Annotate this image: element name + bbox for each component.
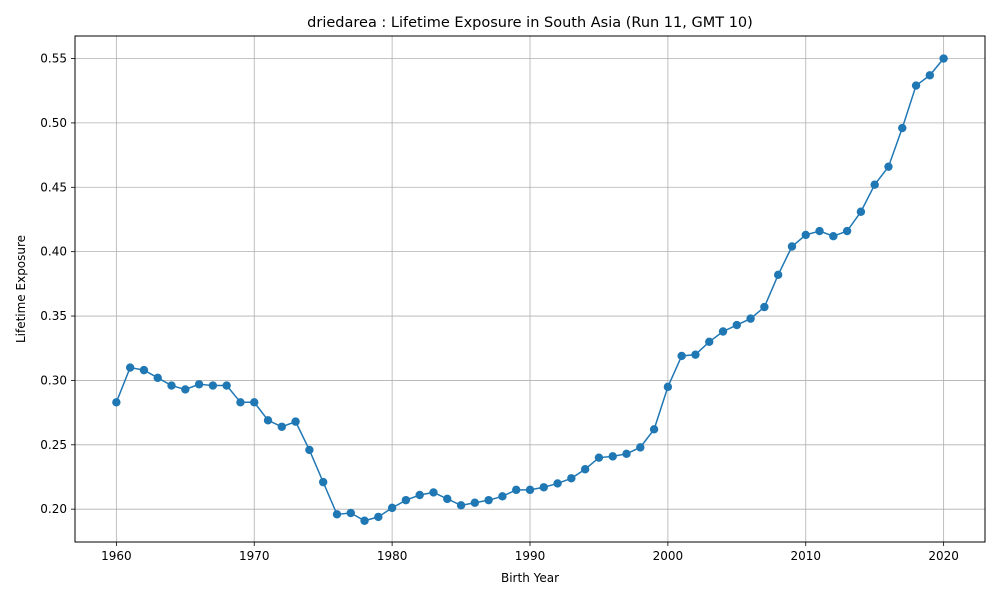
- data-point: [815, 226, 824, 236]
- x-tick-label: 2000: [653, 549, 684, 563]
- data-point: [539, 483, 548, 492]
- data-point: [732, 320, 742, 330]
- data-point: [263, 416, 273, 425]
- data-point: [939, 54, 948, 63]
- data-point: [622, 449, 631, 459]
- data-point: [167, 381, 176, 390]
- data-point: [181, 385, 190, 394]
- data-point: [677, 351, 686, 361]
- data-point: [856, 207, 866, 216]
- data-point: [318, 477, 328, 487]
- x-axis-ticks: 1960 1970 1980 1990 2000 2010 2020: [101, 542, 959, 563]
- data-point: [250, 398, 259, 407]
- data-point: [801, 230, 810, 240]
- data-point: [194, 380, 204, 389]
- data-point: [429, 488, 438, 497]
- data-point: [898, 123, 907, 133]
- data-point: [139, 365, 149, 375]
- data-point: [484, 495, 493, 505]
- data-point: [415, 490, 424, 500]
- data-point: [842, 226, 852, 236]
- data-point: [360, 516, 369, 525]
- data-point: [663, 382, 673, 392]
- x-tick-label: 1970: [239, 549, 270, 563]
- data-point: [884, 162, 893, 171]
- y-tick-label: 0.40: [40, 245, 67, 259]
- data-point: [608, 452, 617, 461]
- series: [112, 54, 948, 525]
- x-tick-label: 1980: [377, 549, 408, 563]
- data-point: [718, 327, 728, 336]
- data-point: [374, 512, 383, 522]
- data-point: [305, 445, 314, 455]
- grid: [75, 36, 985, 542]
- data-point: [925, 71, 935, 80]
- y-tick-label: 0.20: [40, 502, 67, 516]
- data-point: [291, 417, 300, 426]
- y-tick-label: 0.50: [40, 116, 67, 130]
- data-point: [512, 485, 521, 495]
- y-axis-label: Lifetime Exposure: [14, 235, 28, 343]
- x-axis-label: Birth Year: [501, 571, 559, 585]
- data-point: [443, 494, 452, 504]
- data-point: [498, 492, 507, 501]
- data-point: [222, 381, 231, 390]
- data-point: [829, 232, 838, 241]
- data-point: [401, 495, 411, 505]
- y-tick-label: 0.30: [40, 373, 67, 387]
- data-point: [553, 479, 562, 488]
- data-point: [277, 422, 287, 431]
- x-tick-label: 1960: [101, 549, 132, 563]
- data-point: [746, 314, 755, 323]
- x-tick-label: 2020: [928, 549, 959, 563]
- data-point: [567, 474, 576, 483]
- x-tick-label: 1990: [515, 549, 546, 563]
- data-point: [580, 465, 590, 474]
- data-point: [125, 363, 135, 372]
- data-point: [773, 270, 783, 280]
- y-axis-ticks: 0.20 0.25 0.30 0.35 0.40 0.45 0.50 0.55: [40, 52, 75, 516]
- data-point: [346, 508, 355, 518]
- y-tick-label: 0.35: [40, 309, 67, 323]
- data-point: [525, 485, 535, 495]
- chart-title: driedarea : Lifetime Exposure in South A…: [307, 15, 753, 31]
- data-point: [636, 443, 645, 452]
- data-point: [594, 453, 604, 462]
- data-point: [236, 398, 245, 407]
- x-tick-label: 2010: [790, 549, 821, 563]
- plot-frame: [74, 35, 986, 543]
- y-tick-label: 0.25: [40, 438, 67, 452]
- data-point: [456, 501, 466, 510]
- data-point: [911, 81, 921, 90]
- data-point: [332, 510, 342, 519]
- data-point: [760, 302, 769, 312]
- data-point: [649, 425, 659, 434]
- data-point: [153, 373, 162, 383]
- y-tick-label: 0.45: [40, 180, 67, 194]
- data-point: [112, 398, 121, 407]
- y-tick-label: 0.55: [40, 52, 67, 66]
- data-point: [387, 503, 397, 513]
- data-point: [208, 381, 218, 390]
- data-point: [691, 350, 700, 359]
- data-point: [470, 498, 480, 507]
- data-point: [870, 180, 879, 189]
- data-point: [787, 242, 797, 251]
- data-point: [705, 337, 714, 346]
